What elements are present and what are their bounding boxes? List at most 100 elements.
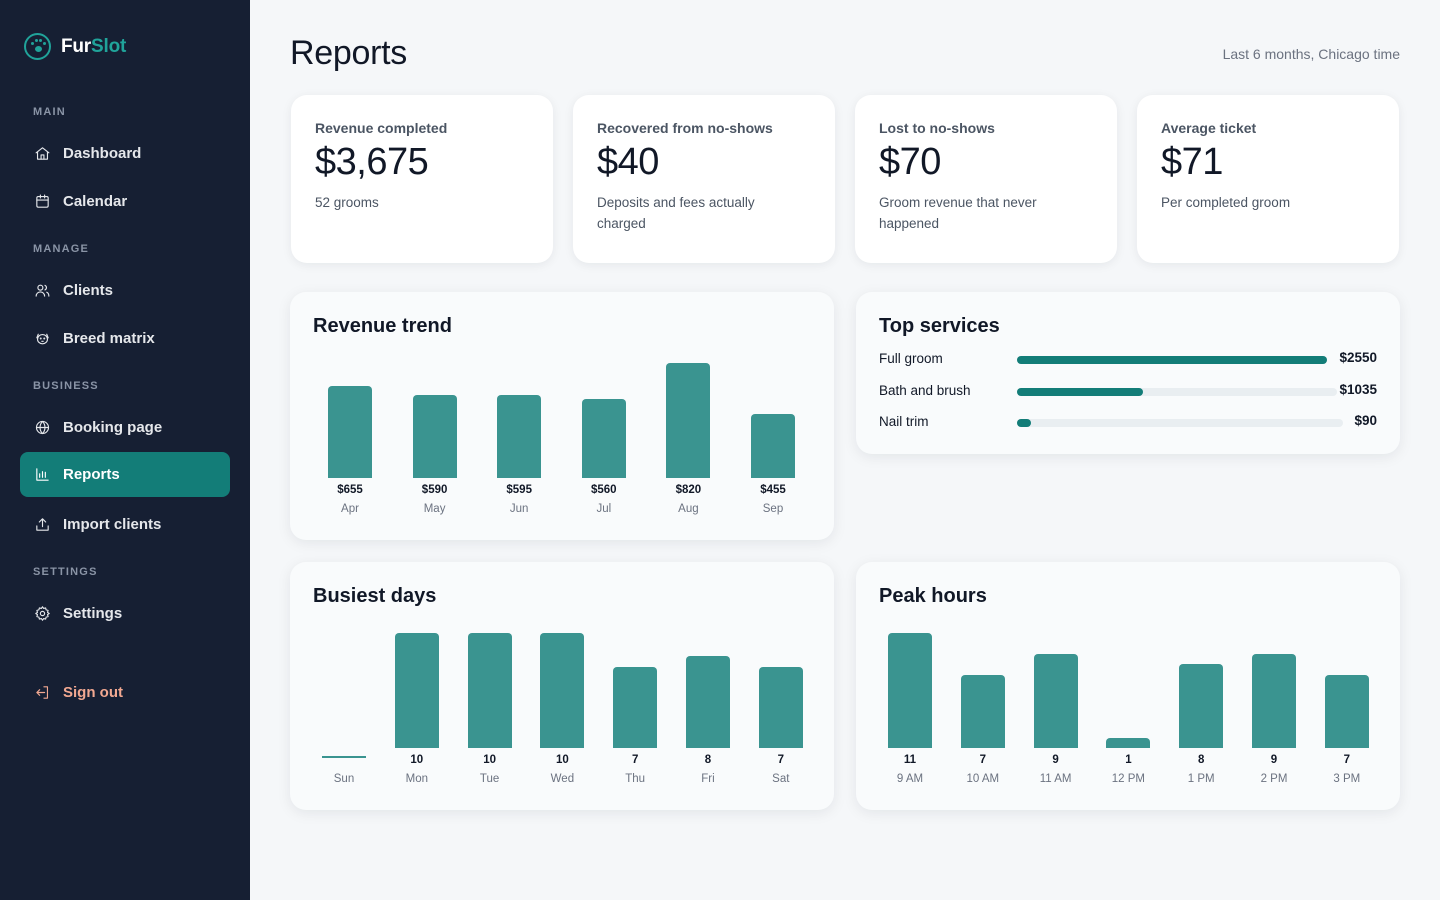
- service-name: Full groom: [879, 351, 943, 366]
- tick-label: 11 AM: [1039, 773, 1072, 785]
- sidebar-item-label: Dashboard: [63, 144, 142, 162]
- bar-chart-icon: [33, 466, 51, 484]
- stat-card-lost: Lost to no-shows $70 Groom revenue that …: [855, 95, 1117, 263]
- data-label: 8: [704, 754, 712, 766]
- tick-label: Wed: [550, 773, 575, 785]
- sidebar-item-settings[interactable]: Settings: [20, 591, 230, 635]
- stat-subtext: Deposits and fees actually charged: [597, 195, 755, 231]
- data-label: 10: [410, 754, 424, 766]
- service-name: Bath and brush: [879, 382, 971, 398]
- upload-icon: [33, 515, 51, 533]
- stat-label: Lost to no-shows: [879, 120, 995, 136]
- bar: [540, 633, 585, 748]
- bar: [613, 667, 658, 748]
- sidebar-item-clients[interactable]: Clients: [20, 268, 230, 312]
- tick-label: Sat: [772, 773, 790, 785]
- tick-label: Sun: [333, 773, 355, 785]
- globe-icon: [33, 418, 51, 436]
- sign-out-button[interactable]: Sign out: [20, 670, 230, 714]
- sidebar: FurSlot MAIN Dashboard Calendar MANAGE C…: [0, 0, 250, 900]
- calendar-icon: [33, 192, 51, 210]
- sidebar-item-calendar[interactable]: Calendar: [20, 179, 230, 223]
- sidebar-item-label: Import clients: [63, 515, 162, 533]
- peak-hours-title: Peak hours: [879, 585, 987, 607]
- busiest-days-chart: Sun 10 Mon 10 Tue 10 Wed 7 Thu 8 Fri 7 Sat: [290, 562, 834, 810]
- service-name: Nail trim: [879, 414, 929, 429]
- tick-label: Sep: [762, 503, 784, 515]
- stat-label: Revenue completed: [315, 120, 448, 136]
- dog-icon: [33, 329, 51, 347]
- tick-label: 10 AM: [966, 773, 1000, 785]
- service-value: $1035: [1339, 381, 1377, 397]
- stat-value: $40: [597, 141, 659, 183]
- tick-label: Jun: [509, 503, 529, 515]
- section-label-manage: MANAGE: [33, 243, 90, 255]
- tick-label: 1 PM: [1187, 773, 1215, 785]
- stat-label: Average ticket: [1161, 120, 1257, 136]
- sidebar-item-booking-page[interactable]: Booking page: [20, 405, 230, 449]
- stat-subtext: Per completed groom: [1161, 195, 1291, 210]
- tick-label: Mon: [405, 773, 428, 785]
- sidebar-item-label: Settings: [63, 604, 123, 622]
- stat-subtext: 52 grooms: [315, 195, 379, 210]
- service-bar-track: [1017, 419, 1343, 427]
- revenue-trend-title: Revenue trend: [313, 315, 452, 337]
- data-label: $595: [506, 484, 532, 496]
- sidebar-item-label: Breed matrix: [63, 329, 155, 347]
- sidebar-item-breed-matrix[interactable]: Breed matrix: [20, 316, 230, 360]
- service-bar: [1017, 387, 1143, 396]
- bar: [888, 633, 932, 748]
- section-label-settings: SETTINGS: [33, 566, 98, 578]
- data-label: 7: [777, 754, 784, 766]
- sidebar-item-import-clients[interactable]: Import clients: [20, 502, 230, 546]
- tick-label: 9 AM: [896, 773, 924, 785]
- tick-label: 2 PM: [1260, 773, 1288, 785]
- tick-label: Apr: [341, 503, 359, 515]
- tick-label: Fri: [701, 773, 715, 785]
- bar: [497, 395, 542, 478]
- peak-hours-card: Peak hours 11 9 AM 7 10 AM 9 11 AM 1 12 PM 8 1 PM…: [856, 562, 1400, 810]
- brand-logo[interactable]: FurSlot: [24, 33, 126, 60]
- service-bar: [1017, 356, 1327, 364]
- data-label: 7: [1343, 754, 1350, 766]
- bar: [1324, 675, 1369, 748]
- bar: [412, 395, 457, 478]
- sidebar-item-dashboard[interactable]: Dashboard: [20, 131, 230, 175]
- data-label: 10: [555, 754, 569, 766]
- sign-out-label: Sign out: [63, 683, 123, 701]
- stat-card-revenue-completed: Revenue completed $3,675 52 grooms: [291, 95, 553, 263]
- bar: [666, 363, 711, 478]
- data-label: $560: [591, 484, 617, 496]
- stat-value: $70: [879, 141, 941, 183]
- top-services-card: Top services Full groom $2550 Bath and bru…: [856, 292, 1400, 454]
- data-label: $655: [337, 484, 363, 496]
- data-label: 10: [483, 754, 496, 766]
- bar: [581, 399, 626, 478]
- stat-value: $3,675: [315, 141, 429, 183]
- section-label-main: MAIN: [33, 106, 66, 118]
- data-label: $455: [760, 484, 786, 496]
- data-label: 11: [903, 754, 917, 766]
- tick-label: Jul: [596, 503, 612, 515]
- bar: [751, 414, 795, 478]
- data-label: $820: [675, 484, 702, 496]
- page-title: Reports: [290, 34, 407, 72]
- service-row: Bath and brush $1035: [879, 382, 1377, 402]
- brand-name-part2: Slot: [91, 35, 127, 57]
- date-range-label: Last 6 months, Chicago time: [1222, 46, 1400, 62]
- tick-label: Thu: [625, 773, 646, 785]
- stat-subtext: Groom revenue that never happened: [879, 195, 1037, 231]
- service-row: Nail trim $90: [879, 413, 1377, 433]
- tick-label: May: [423, 503, 446, 515]
- bar: [1033, 654, 1078, 748]
- tick-label: 3 PM: [1333, 773, 1361, 785]
- brand-name-part1: Fur: [61, 35, 92, 57]
- home-icon: [33, 144, 51, 162]
- tick-label: 12 PM: [1111, 773, 1146, 785]
- bar: [1106, 738, 1151, 748]
- data-label: 9: [1052, 754, 1059, 766]
- revenue-trend-card: Revenue trend $655 Apr $590 May $595 Jun $560 J…: [290, 292, 834, 540]
- sidebar-item-reports[interactable]: Reports: [20, 452, 230, 497]
- busiest-days-card: Busiest days Sun 10 Mon 10 Tue 10 Wed 7 Thu 8 Fri 7…: [290, 562, 834, 810]
- sidebar-item-label: Reports: [63, 466, 120, 483]
